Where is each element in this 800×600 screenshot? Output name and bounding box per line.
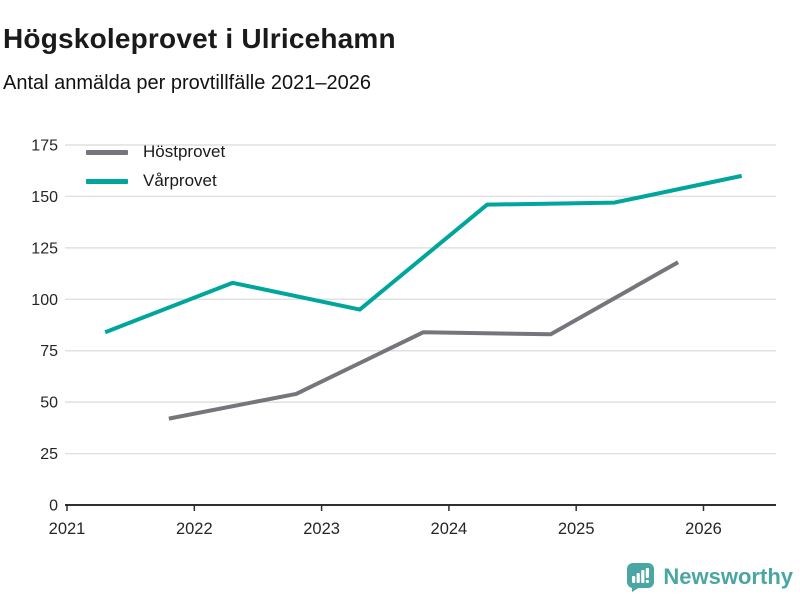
x-tick-label: 2026 (685, 520, 722, 538)
y-tick-label: 175 (31, 138, 58, 155)
x-tick-label: 2025 (558, 520, 595, 538)
y-tick-label: 125 (31, 240, 58, 257)
y-tick-label: 75 (40, 343, 58, 360)
chart-legend: Höstprovet Vårprovet (86, 142, 225, 191)
x-tick-label: 2024 (431, 520, 468, 538)
newsworthy-branding: Newsworthy (626, 562, 793, 592)
varprovet-line-swatch (86, 178, 128, 184)
y-tick-label: 150 (31, 189, 58, 206)
y-tick-label: 0 (49, 498, 58, 515)
chart-subtitle: Antal anmälda per provtillfälle 2021–202… (3, 72, 372, 94)
legend-item-varprovet: Vårprovet (86, 171, 225, 191)
x-tick-label: 2023 (303, 520, 340, 538)
series-line-hstprovet (168, 260, 680, 421)
newsworthy-logo-icon (627, 563, 655, 592)
x-tick-label: 2021 (49, 520, 86, 538)
hostprovet-line-swatch (86, 149, 128, 155)
y-tick-label: 100 (31, 292, 58, 309)
y-tick-label: 25 (40, 446, 58, 463)
legend-label: Höstprovet (143, 142, 226, 161)
x-tick-label: 2022 (176, 520, 213, 538)
legend-label: Vårprovet (143, 171, 217, 190)
series-line-vrprovet (104, 173, 743, 335)
brand-name: Newsworthy (663, 564, 793, 589)
y-tick-label: 50 (40, 395, 58, 412)
legend-item-hostprovet: Höstprovet (86, 142, 225, 162)
page-title: Högskoleprovet i Ulricehamn (3, 22, 396, 54)
